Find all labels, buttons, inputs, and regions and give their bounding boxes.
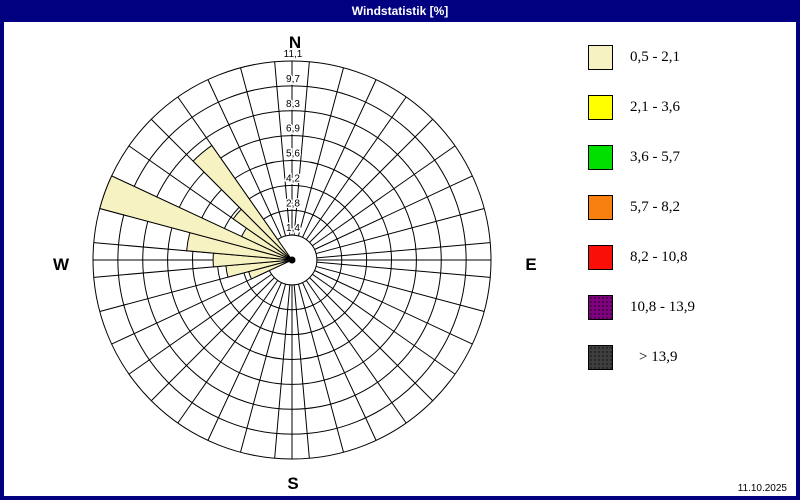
- legend-label: 0,5 - 2,1: [630, 49, 680, 65]
- legend-item: 5,7 - 8,2: [588, 195, 695, 220]
- legend-swatch: [588, 245, 613, 270]
- legend-swatch: [588, 295, 613, 320]
- legend-item: 0,5 - 2,1: [588, 45, 695, 70]
- legend-item: 3,6 - 5,7: [588, 145, 695, 170]
- title-bar: Windstatistik [%]: [0, 0, 800, 22]
- legend-item: 2,1 - 3,6: [588, 95, 695, 120]
- legend-label: 3,6 - 5,7: [630, 149, 680, 165]
- legend-item: 8,2 - 10,8: [588, 245, 695, 270]
- compass-label-west: W: [52, 255, 70, 274]
- legend-label: > 13,9: [639, 349, 678, 365]
- legend-swatch: [588, 345, 613, 370]
- date-stamp: 11.10.2025: [737, 483, 787, 494]
- legend-swatch: [588, 145, 613, 170]
- wind-speed-legend: 0,5 - 2,1 2,1 - 3,6 3,6 - 5,7 5,7 - 8,2 8,2 …: [588, 45, 695, 395]
- legend-label: 10,8 - 13,9: [630, 299, 695, 315]
- legend-label: 2,1 - 3,6: [630, 99, 680, 115]
- legend-label: 5,7 - 8,2: [630, 199, 680, 215]
- compass-label-north: N: [288, 33, 302, 52]
- legend-swatch: [588, 195, 613, 220]
- compass-label-south: S: [287, 474, 299, 493]
- legend-swatch: [588, 95, 613, 120]
- legend-item: 10,8 - 13,9: [588, 295, 695, 320]
- compass-label-east: E: [525, 255, 537, 274]
- legend-label: 8,2 - 10,8: [630, 249, 688, 265]
- legend-item: > 13,9: [588, 345, 695, 370]
- window-title: Windstatistik [%]: [351, 4, 449, 18]
- legend-swatch: [588, 45, 613, 70]
